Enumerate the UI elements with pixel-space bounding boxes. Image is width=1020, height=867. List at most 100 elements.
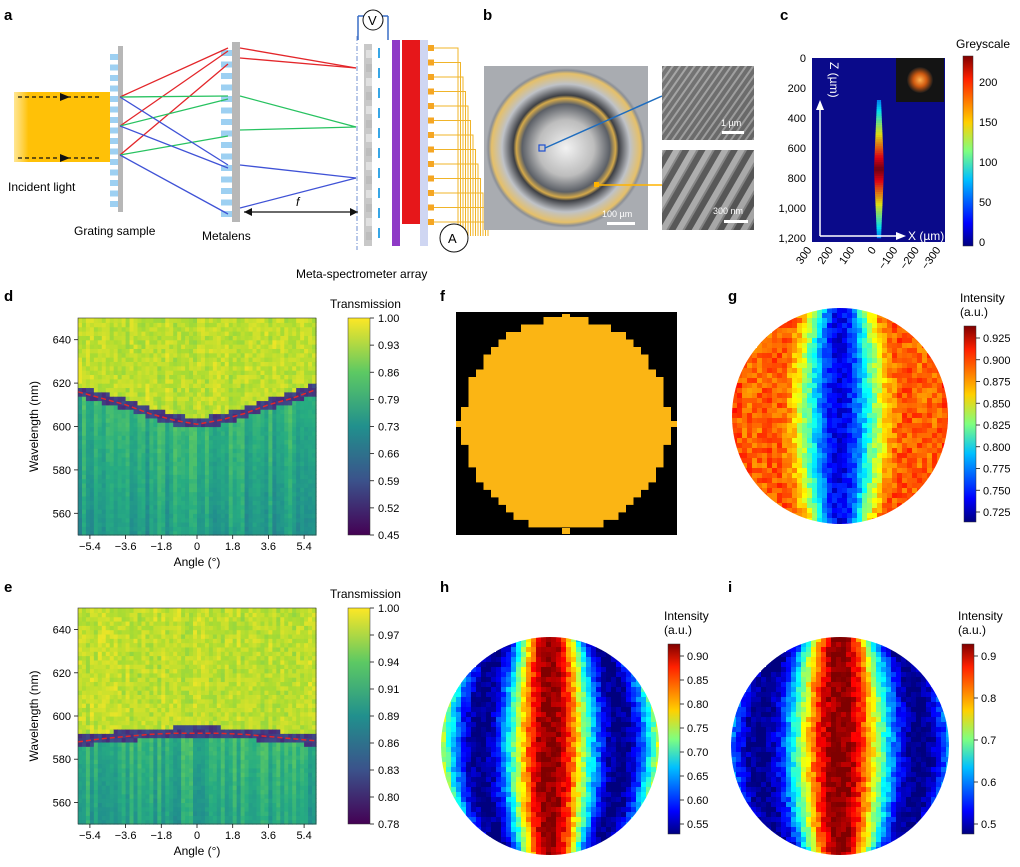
heatmap-cell xyxy=(81,513,87,519)
heatmap-cell xyxy=(149,664,154,670)
heatmap-cell xyxy=(101,772,107,778)
heatmap-cell xyxy=(308,500,313,506)
heatmap-cell xyxy=(78,806,83,812)
heatmap-cell xyxy=(173,767,178,773)
heatmap-cell xyxy=(165,776,170,782)
heatmap-cell xyxy=(149,681,154,687)
heatmap-cell xyxy=(125,452,131,458)
heatmap-cell xyxy=(153,461,158,467)
heatmap-cell xyxy=(121,759,127,765)
heatmap-cell xyxy=(204,500,210,506)
heatmap-cell xyxy=(78,456,83,462)
heatmap-cell xyxy=(256,413,262,419)
heatmap-cell xyxy=(145,357,150,362)
heatmap-cell xyxy=(185,413,190,419)
heatmap-cell xyxy=(177,733,182,739)
incident-beam xyxy=(14,92,110,162)
heatmap-cell xyxy=(292,504,297,510)
heatmap-cell xyxy=(145,685,150,691)
heatmap-cell xyxy=(97,335,103,341)
heatmap-cell xyxy=(185,802,190,808)
heatmap-cell xyxy=(177,413,182,419)
heatmap-cell xyxy=(173,361,178,367)
heatmap-cell xyxy=(185,461,190,467)
heatmap-cell xyxy=(252,491,258,497)
heatmap-cell xyxy=(157,456,162,462)
heatmap-cell xyxy=(133,318,139,323)
heatmap-cell xyxy=(137,789,143,795)
heatmap-cell xyxy=(133,435,139,441)
heatmap-cell xyxy=(133,655,139,661)
heatmap-cell xyxy=(197,348,202,354)
heatmap-cell xyxy=(177,716,182,721)
heatmap-cell xyxy=(169,750,174,756)
heatmap-cell xyxy=(101,754,107,760)
heatmap-cell xyxy=(312,335,317,341)
heatmap-cell xyxy=(308,413,313,419)
array-contact xyxy=(428,45,434,51)
heatmap-cell xyxy=(93,785,99,791)
heatmap-cell xyxy=(260,443,266,449)
heatmap-cell xyxy=(165,685,170,691)
heatmap-cell xyxy=(208,737,214,743)
heatmap-cell xyxy=(117,417,123,423)
heatmap-cell xyxy=(244,456,250,462)
heatmap-cell xyxy=(165,404,170,410)
heatmap-cell xyxy=(125,448,131,454)
heatmap-cell xyxy=(189,759,194,765)
heatmap-cell xyxy=(97,530,103,536)
heatmap-cell xyxy=(157,798,162,803)
heatmap-cell xyxy=(252,443,258,449)
heatmap-cell xyxy=(101,711,107,717)
heatmap-cell xyxy=(145,750,150,756)
heatmap-cell xyxy=(105,400,111,406)
heatmap-cell xyxy=(157,698,162,704)
heatmap-cell xyxy=(312,456,317,462)
heatmap-cell xyxy=(117,802,123,808)
heatmap-cell xyxy=(113,616,119,622)
heatmap-cell xyxy=(93,344,99,349)
heatmap-cell xyxy=(169,352,174,358)
heatmap-cell xyxy=(117,404,123,410)
heatmap-cell xyxy=(193,383,198,389)
heatmap-cell xyxy=(78,352,83,358)
heatmap-cell xyxy=(113,430,119,436)
heatmap-cell xyxy=(181,780,186,786)
heatmap-cell xyxy=(145,487,150,493)
heatmap-cell xyxy=(109,404,115,410)
heatmap-cell xyxy=(240,513,246,519)
heatmap-cell xyxy=(161,318,166,323)
heatmap-cell xyxy=(153,750,158,756)
heatmap-cell xyxy=(97,383,103,389)
heatmap-cell xyxy=(300,361,305,367)
heatmap-cell xyxy=(78,737,83,743)
heatmap-cell xyxy=(181,409,186,415)
heatmap-cell xyxy=(141,629,147,635)
heatmap-cell xyxy=(264,461,269,467)
heatmap-cell xyxy=(240,331,246,336)
heatmap-cell xyxy=(296,513,301,519)
heatmap-cell xyxy=(212,430,218,436)
heatmap-cell xyxy=(308,465,313,471)
y-tick-label: 620 xyxy=(53,378,71,390)
heatmap-cell xyxy=(228,504,234,510)
heatmap-cell xyxy=(78,789,83,795)
heatmap-cell xyxy=(165,651,170,657)
heatmap-cell xyxy=(89,672,95,678)
heatmap-cell xyxy=(145,513,150,519)
heatmap-cell xyxy=(304,348,309,354)
heatmap-cell xyxy=(133,482,139,488)
heatmap-cell xyxy=(157,335,162,341)
scale-label-bottom: 300 nm xyxy=(713,206,743,216)
heatmap-cell xyxy=(256,352,262,358)
heatmap-cell xyxy=(125,672,131,678)
heatmap-cell xyxy=(200,348,206,354)
heatmap-cell xyxy=(85,811,91,816)
heatmap-cell xyxy=(173,404,178,410)
heatmap-cell xyxy=(117,426,123,432)
heatmap-cell xyxy=(169,694,174,700)
heatmap-cell xyxy=(189,767,194,773)
heatmap-cell xyxy=(141,335,147,341)
heatmap-cell xyxy=(133,326,139,332)
heatmap-cell xyxy=(268,335,273,341)
